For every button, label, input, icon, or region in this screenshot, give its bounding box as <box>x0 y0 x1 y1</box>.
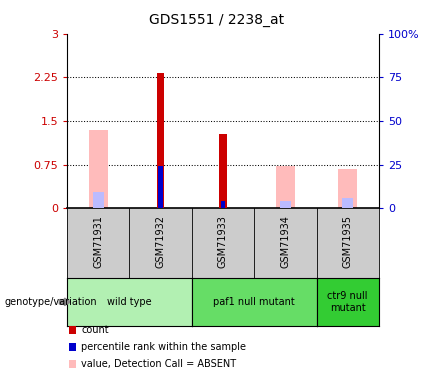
Text: percentile rank within the sample: percentile rank within the sample <box>81 342 246 352</box>
Text: GSM71935: GSM71935 <box>343 215 353 268</box>
Bar <box>338 169 357 208</box>
Text: GSM71932: GSM71932 <box>155 215 166 268</box>
Bar <box>280 201 291 208</box>
Text: genotype/variation: genotype/variation <box>4 297 97 307</box>
Bar <box>276 166 295 208</box>
Text: count: count <box>81 325 109 335</box>
Text: GSM71934: GSM71934 <box>280 215 291 268</box>
Bar <box>219 134 227 208</box>
Bar <box>220 201 226 208</box>
Text: GDS1551 / 2238_at: GDS1551 / 2238_at <box>149 13 284 27</box>
Bar <box>157 73 165 208</box>
Text: wild type: wild type <box>107 297 152 307</box>
Text: GSM71933: GSM71933 <box>218 215 228 268</box>
Bar <box>342 198 353 208</box>
Text: GSM71931: GSM71931 <box>93 215 103 268</box>
Bar <box>158 166 163 208</box>
Bar <box>89 130 108 208</box>
Text: paf1 null mutant: paf1 null mutant <box>213 297 295 307</box>
Text: value, Detection Call = ABSENT: value, Detection Call = ABSENT <box>81 359 236 369</box>
Text: ctr9 null
mutant: ctr9 null mutant <box>327 291 368 313</box>
Bar <box>93 192 104 208</box>
